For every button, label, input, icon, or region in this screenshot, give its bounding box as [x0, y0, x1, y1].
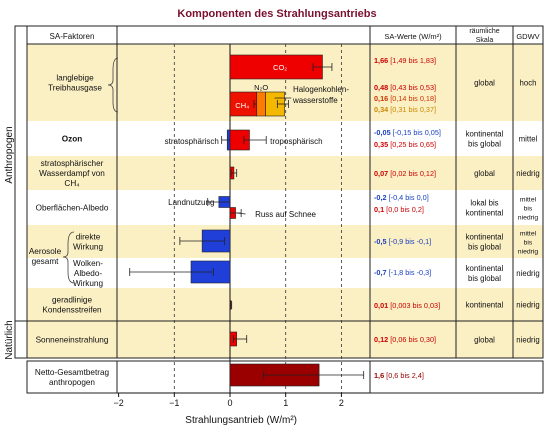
- forcing-value: 1,6 [0,6 bis 2,4]: [374, 371, 424, 380]
- gdwv-value: mittel: [519, 135, 538, 144]
- forcing-value: 0,16 [0,14 bis 0,18]: [374, 94, 436, 103]
- row-label: geradlinige: [52, 296, 93, 305]
- row-label: Wolken-: [73, 259, 103, 268]
- scale-value: kontinental: [466, 209, 504, 218]
- chart-title: Komponenten des Strahlungsantriebs: [177, 8, 376, 20]
- row-label: Ozon: [62, 135, 82, 144]
- row-band: [27, 225, 543, 258]
- x-tick-label: −2: [113, 398, 123, 408]
- row-label: Sonneneinstrahlung: [36, 336, 109, 345]
- forcing-value: -0,05 [-0,15 bis 0,05]: [374, 128, 441, 137]
- annotation-landuse: Landnutzung: [168, 198, 214, 207]
- annotation-stratospheric: stratosphärisch: [165, 137, 219, 146]
- aerosol-label: gesamt: [32, 257, 60, 266]
- gdwv-value: bis: [524, 240, 533, 247]
- row-label: Treibhausgase: [48, 84, 102, 93]
- forcing-value: 0,01 [0,003 bis 0,03]: [374, 301, 440, 310]
- annotation-soot: Russ auf Schnee: [255, 210, 316, 219]
- aerosol-label: Aerosole: [29, 247, 62, 256]
- annotation-halocarbons: Halogenkohlen-: [293, 85, 349, 94]
- annotation-n2o: N₂O: [254, 83, 268, 92]
- header-factors: SA-Faktoren: [50, 32, 95, 41]
- bar-co2: [229, 54, 323, 80]
- scale-value: bis global: [468, 274, 501, 283]
- x-tick-label: 2: [339, 398, 344, 408]
- row-label: CH₄: [64, 179, 80, 188]
- forcing-value: -0,2 [-0,4 bis 0,0]: [374, 193, 429, 202]
- forcing-value: 0,48 [0,43 bis 0,53]: [374, 83, 436, 92]
- gdwv-value: mittel: [520, 197, 537, 204]
- row-band: [27, 288, 543, 321]
- gdwv-value: niedrig: [516, 169, 539, 178]
- x-tick-label: 0: [227, 398, 232, 408]
- aerosol-brace: [62, 231, 75, 284]
- scale-value: lokal bis: [470, 199, 498, 208]
- row-label: direkte: [76, 233, 101, 242]
- row-label: stratosphärischer: [41, 159, 104, 168]
- header-scale: Skala: [476, 37, 494, 44]
- row-label: Wasserdampf von: [39, 169, 105, 178]
- row-band: [27, 156, 543, 190]
- bar-n2o: [256, 91, 266, 117]
- x-tick-label: −1: [169, 398, 179, 408]
- x-axis-title: Strahlungsantrieb (W/m²): [185, 415, 297, 426]
- group-label-anthropogenic: Anthropogen: [4, 126, 15, 183]
- row-label: anthropogen: [49, 378, 95, 387]
- forcing-value: 0,07 [0,02 bis 0,12]: [374, 169, 436, 178]
- row-band: [27, 321, 543, 358]
- x-tick-label: 1: [283, 398, 288, 408]
- scale-value: global: [474, 169, 495, 178]
- bar-ch4: [229, 91, 258, 117]
- row-label: Kondensstreifen: [42, 306, 102, 315]
- forcing-value: -0,7 [-1,8 bis -0,3]: [374, 268, 431, 277]
- gdwv-value: niedrig: [516, 301, 539, 310]
- forcing-value: 0,34 [0,31 bis 0,37]: [374, 105, 436, 114]
- row-label: Oberflächen-Albedo: [36, 204, 109, 213]
- row-label: Netto-Gesamtbetrag: [35, 368, 110, 377]
- scale-value: kontinental: [466, 264, 504, 273]
- gdwv-value: niedrig: [516, 269, 539, 278]
- forcing-value: -0,5 [-0,9 bis -0,1]: [374, 237, 431, 246]
- annotation-halocarbons: wasserstoffe: [292, 96, 338, 105]
- forcing-value: 1,66 [1,49 bis 1,83]: [374, 56, 436, 65]
- scale-value: bis global: [468, 140, 501, 149]
- scale-value: kontinental: [466, 301, 504, 310]
- scale-value: global: [474, 336, 495, 345]
- forcing-value: 0,12 [0,06 bis 0,30]: [374, 335, 436, 344]
- gdwv-value: bis: [524, 206, 533, 213]
- scale-value: global: [474, 79, 495, 88]
- gdwv-value: niedrig: [518, 249, 539, 256]
- annotation-tropospheric: troposphärisch: [270, 137, 322, 146]
- annotation-co2: CO₂: [273, 63, 287, 72]
- gdwv-value: niedrig: [516, 336, 539, 345]
- header-values: SA-Werte (W/m²): [384, 32, 442, 41]
- header-gdwv: GDWV: [516, 32, 539, 41]
- gdwv-value: hoch: [520, 79, 537, 88]
- ghg-brace: [107, 57, 119, 113]
- header-scale: räumliche: [469, 28, 499, 35]
- group-label-natural: Natürlich: [4, 320, 15, 359]
- row-label: Albedo-: [74, 269, 102, 278]
- annotation-ch4: CH₄: [235, 101, 249, 110]
- scale-value: kontinental: [466, 130, 504, 139]
- scale-value: kontinental: [466, 233, 504, 242]
- gdwv-value: mittel: [520, 231, 537, 238]
- annotation-pointer: [236, 212, 246, 215]
- table-frame: [14, 25, 544, 359]
- row-label: langlebige: [56, 74, 94, 83]
- forcing-value: 0,35 [0,25 bis 0,65]: [374, 140, 436, 149]
- row-label: Wirkung: [73, 243, 103, 252]
- gdwv-value: niedrig: [518, 215, 539, 222]
- row-label: Wirkung: [73, 279, 103, 288]
- scale-value: bis global: [468, 243, 501, 252]
- forcing-value: 0,1 [0,0 bis 0,2]: [374, 205, 424, 214]
